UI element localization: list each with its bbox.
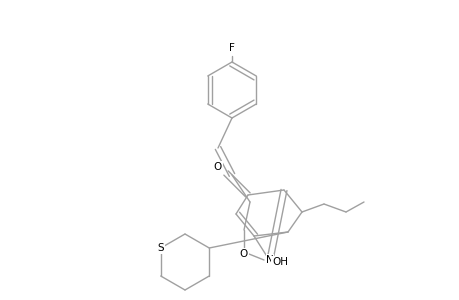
Text: O: O [239,249,247,259]
Text: N: N [266,255,273,265]
Text: OH: OH [271,257,287,267]
Text: F: F [229,43,235,53]
Text: O: O [213,162,222,172]
Text: S: S [157,243,164,253]
